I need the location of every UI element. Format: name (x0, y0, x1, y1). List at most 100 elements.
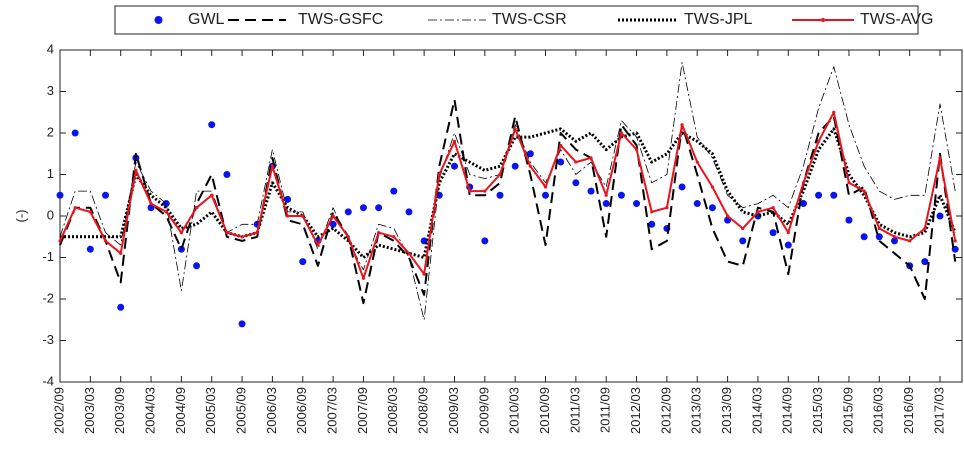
avg-point (194, 206, 199, 210)
y-tick-label: 2 (47, 124, 54, 139)
gwl-point (208, 121, 216, 129)
gwl-point (587, 187, 595, 195)
y-tick-label: -4 (42, 373, 54, 388)
avg-point (908, 239, 912, 243)
legend-label: TWS-GSFC (298, 11, 383, 28)
x-tick-label: 2013/09 (719, 387, 734, 434)
avg-point (346, 235, 350, 239)
gwl-point (799, 200, 807, 208)
x-tick-label: 2004/09 (173, 387, 188, 434)
avg-point (847, 181, 851, 185)
x-tick-label: 2010/03 (507, 387, 522, 434)
avg-point (771, 206, 775, 210)
x-tick-label: 2006/09 (294, 387, 309, 434)
x-tick-label: 2004/03 (142, 387, 157, 434)
x-tick-label: 2005/09 (234, 387, 249, 434)
legend-label: TWS-CSR (492, 11, 567, 28)
avg-point (634, 148, 639, 152)
avg-point (240, 235, 244, 239)
avg-point (58, 239, 62, 243)
x-tick-label: 2014/03 (749, 387, 764, 434)
x-tick-label: 2017/03 (931, 387, 946, 434)
x-tick-label: 2008/09 (416, 387, 431, 434)
x-tick-label: 2010/09 (537, 387, 552, 434)
gwl-point (390, 187, 398, 195)
x-tick-label: 2007/03 (325, 387, 340, 434)
gwl-point (450, 162, 458, 170)
avg-point (953, 239, 957, 243)
avg-point (361, 276, 366, 280)
gwl-point (117, 303, 125, 311)
x-tick-label: 2014/09 (780, 387, 795, 434)
x-tick-label: 2012/03 (628, 387, 643, 434)
avg-point (225, 231, 229, 235)
gwl-point (496, 191, 504, 199)
avg-point (589, 156, 593, 160)
avg-point (832, 110, 836, 114)
avg-point (801, 181, 806, 185)
avg-point (786, 231, 790, 235)
y-tick-label: 0 (47, 207, 54, 222)
series-line (59, 62, 956, 321)
gwl-point (56, 191, 64, 199)
gwl-point (845, 216, 853, 224)
avg-point (255, 231, 259, 235)
x-tick-label: 2007/09 (355, 387, 370, 434)
x-tick-label: 2013/03 (689, 387, 704, 434)
x-tick-label: 2002/09 (51, 387, 66, 434)
legend: GWL TWS-GSFC TWS-CSR TWS-JPL TWS-AVG (154, 11, 933, 28)
avg-point (892, 235, 897, 239)
avg-point (543, 185, 548, 189)
x-tick-label: 2008/03 (385, 387, 400, 434)
x-tick-label: 2009/03 (446, 387, 461, 434)
gwl-point (739, 237, 747, 245)
gwl-point (542, 191, 550, 199)
avg-point (741, 226, 745, 231)
legend-label: TWS-AVG (860, 11, 933, 28)
gwl-point (329, 220, 337, 228)
gwl-point (193, 262, 201, 270)
avg-point (210, 193, 214, 197)
x-tick-label: 2016/09 (901, 387, 916, 434)
y-axis-label: (-) (13, 210, 28, 223)
avg-point (301, 214, 305, 218)
series-line (59, 111, 957, 280)
avg-point (452, 139, 457, 143)
series-line (60, 127, 957, 259)
gwl-point (223, 171, 231, 178)
gwl-point (511, 162, 519, 170)
gwl-point (708, 204, 716, 212)
gwl-point (359, 204, 367, 212)
avg-point (498, 172, 502, 177)
avg-point (270, 164, 275, 168)
avg-point (437, 172, 441, 177)
gwl-point (299, 258, 307, 266)
gwl-point (830, 191, 838, 199)
y-tick-label: 1 (47, 166, 54, 181)
x-tick-label: 2011/09 (598, 387, 613, 433)
legend-label: TWS-JPL (684, 11, 753, 28)
y-tick-label: 4 (47, 41, 54, 56)
x-tick-label: 2005/03 (203, 387, 218, 434)
avg-point (316, 243, 320, 247)
avg-point (710, 185, 715, 189)
gwl-point (557, 158, 565, 166)
gwl-point (405, 208, 413, 216)
avg-point (619, 131, 623, 135)
gwl-point (284, 195, 292, 203)
gwl-point (572, 179, 580, 187)
avg-point (119, 251, 123, 255)
x-tick-label: 2015/09 (840, 387, 855, 434)
avg-point (817, 139, 821, 143)
gwl-point (481, 237, 489, 245)
avg-point (164, 210, 168, 214)
gwl-point (617, 191, 625, 199)
y-tick-label: -1 (42, 249, 54, 264)
gwl-point (815, 191, 823, 199)
gwl-point (344, 208, 352, 216)
avg-point (179, 231, 183, 235)
avg-point (665, 206, 669, 210)
avg-point (483, 189, 487, 193)
x-tick-label: 2009/09 (476, 387, 491, 434)
